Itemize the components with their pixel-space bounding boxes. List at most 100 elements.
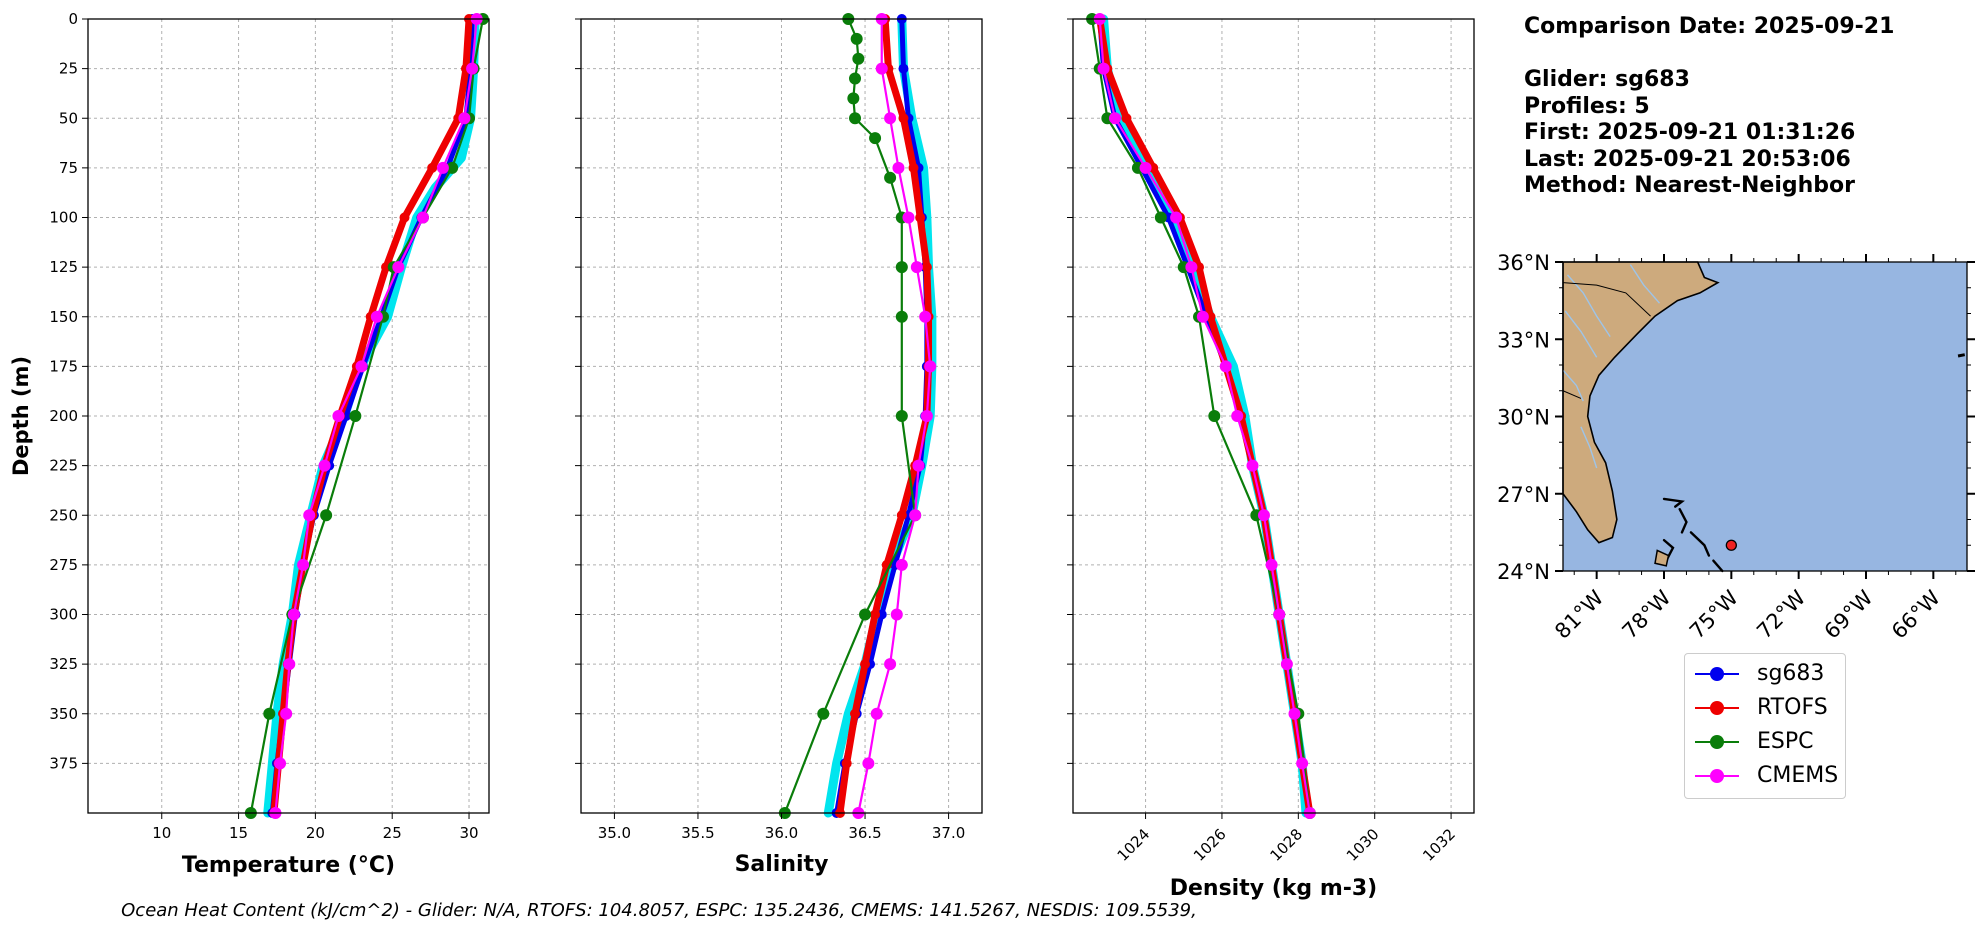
lat-tick-label: 33°N <box>1497 328 1550 352</box>
x-tick-label: 25 <box>383 824 402 842</box>
data-point-RTOFS <box>841 758 852 769</box>
data-point-RTOFS <box>850 708 861 719</box>
marker-icon <box>1710 735 1724 749</box>
y-tick-label: 275 <box>49 556 78 574</box>
y-tick-label: 125 <box>49 258 78 276</box>
data-point-ESPC <box>884 171 897 184</box>
river-line <box>1564 310 1598 358</box>
y-tick-label: 0 <box>68 10 78 28</box>
y-tick-label: 25 <box>59 60 78 78</box>
data-point-CMEMS <box>1231 410 1244 422</box>
data-point-CMEMS <box>280 707 293 720</box>
data-point-CMEMS <box>919 310 932 323</box>
data-point-CMEMS <box>892 161 905 174</box>
y-tick-label: 225 <box>49 457 78 475</box>
lon-tick-label: 75°W <box>1685 585 1743 643</box>
data-point-CMEMS <box>895 558 908 571</box>
data-point-CMEMS <box>1185 261 1198 274</box>
data-point-ESPC <box>850 32 863 45</box>
chart-panel-temperature: 0 25 50 75 100 125 150 175 200 225 250 275 300 325 350… <box>9 10 490 878</box>
data-point-CMEMS <box>458 112 471 125</box>
y-tick-label: 50 <box>59 109 78 127</box>
data-point-CMEMS <box>1170 211 1183 224</box>
state-border <box>1562 390 1582 399</box>
data-point-CMEMS <box>1246 459 1259 472</box>
y-tick-label: 250 <box>49 506 78 524</box>
island-outline <box>1662 497 1685 508</box>
marker-icon <box>1710 769 1724 783</box>
lon-tick-label: 78°W <box>1618 585 1676 643</box>
data-point-CMEMS <box>1196 310 1209 323</box>
data-point-ESPC <box>895 310 908 323</box>
x-tick-label: 10 <box>152 824 171 842</box>
data-point-RTOFS <box>921 262 932 273</box>
data-point-CMEMS <box>355 360 368 373</box>
first-profile-time: First: 2025-09-21 01:31:26 <box>1524 120 1856 145</box>
data-point-ESPC <box>320 509 333 522</box>
data-point-ESPC <box>847 92 860 105</box>
data-point-CMEMS <box>1280 658 1293 671</box>
data-point-CMEMS <box>1273 608 1286 621</box>
data-point-CMEMS <box>416 211 429 224</box>
data-point-ESPC <box>446 161 459 174</box>
profile-count: Profiles: 5 <box>1524 93 1650 119</box>
marker-icon <box>1710 701 1724 715</box>
lon-tick-label: 66°W <box>1887 585 1945 643</box>
river-line <box>1580 426 1598 469</box>
data-point-CMEMS <box>902 211 915 224</box>
marker-icon <box>1710 667 1724 681</box>
x-tick-label: 36.5 <box>848 824 881 842</box>
y-tick-label: 325 <box>49 655 78 673</box>
location-map: 24°N 27°N 30°N 33°N 36°N 81°W 78°W 75°W 72°W 69°W… <box>1497 251 1975 644</box>
data-point-CMEMS <box>287 608 300 621</box>
island-outline <box>1678 508 1688 534</box>
bermuda-island <box>1957 353 1966 358</box>
data-point-CMEMS <box>274 757 287 770</box>
y-tick-label: 175 <box>49 357 78 375</box>
data-point-ESPC <box>263 707 276 720</box>
data-point-ESPC <box>1154 211 1167 224</box>
data-point-ESPC <box>349 410 362 422</box>
y-tick-label: 300 <box>49 606 78 624</box>
land-mass <box>1562 261 1720 544</box>
data-point-CMEMS <box>920 410 933 422</box>
comparison-info: Comparison Date: 2025-09-21 Glider: sg68… <box>1524 14 1894 200</box>
chart-panel-salinity: 35.0 35.5 36.0 36.5 37.0 Salinity <box>575 13 983 877</box>
data-point-CMEMS <box>332 410 345 422</box>
y-tick-label: 375 <box>49 754 78 772</box>
x-axis-label: Salinity <box>735 852 829 877</box>
data-point-RTOFS <box>870 609 881 620</box>
data-point-CMEMS <box>283 658 296 671</box>
lat-tick-label: 30°N <box>1497 406 1550 430</box>
ocean-heat-content-footer: Ocean Heat Content (kJ/cm^2) - Glider: N… <box>121 900 1197 921</box>
comparison-date: Comparison Date: 2025-09-21 <box>1524 14 1895 39</box>
data-point-CMEMS <box>392 261 405 274</box>
y-tick-label: 150 <box>49 308 78 326</box>
x-tick-label: 15 <box>229 824 248 842</box>
y-tick-label: 100 <box>49 209 78 227</box>
y-tick-label: 200 <box>49 407 78 425</box>
x-tick-label: 1032 <box>1419 825 1459 865</box>
data-point-CMEMS <box>909 509 922 522</box>
glider-position-marker <box>1725 539 1737 551</box>
data-point-CMEMS <box>297 558 310 571</box>
data-point-sg683 <box>898 63 909 74</box>
data-point-CMEMS <box>1265 558 1278 571</box>
data-point-CMEMS <box>318 459 331 472</box>
data-point-CMEMS <box>1257 509 1270 522</box>
data-point-CMEMS <box>890 608 903 621</box>
y-tick-label: 350 <box>49 705 78 723</box>
x-tick-label: 37.0 <box>932 824 965 842</box>
legend-item-rtofs: RTOFS <box>1693 692 1843 724</box>
data-point-RTOFS <box>399 212 410 223</box>
data-point-ESPC <box>895 261 908 274</box>
river-line <box>1562 369 1584 402</box>
x-tick-label: 1026 <box>1190 825 1230 865</box>
data-point-ESPC <box>869 132 882 145</box>
data-point-CMEMS <box>910 261 923 274</box>
data-point-CMEMS <box>1097 62 1110 75</box>
interpolation-method: Method: Nearest-Neighbor <box>1524 173 1855 198</box>
data-point-CMEMS <box>924 360 937 373</box>
legend-item-cmems: CMEMS <box>1693 760 1843 792</box>
